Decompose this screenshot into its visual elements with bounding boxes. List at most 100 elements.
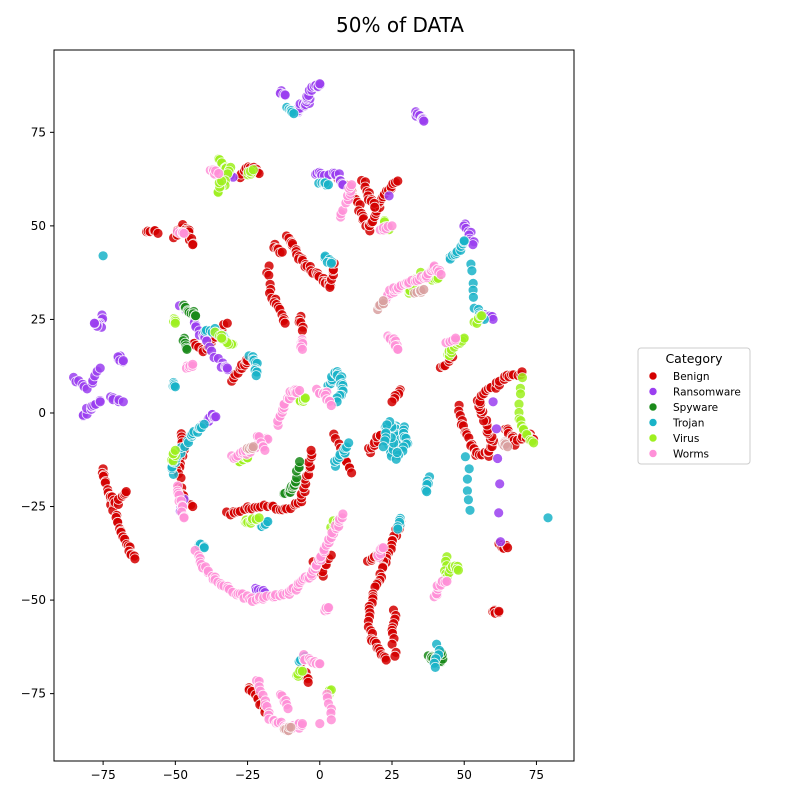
- point-virus: [517, 372, 528, 384]
- point-ransomware: [383, 190, 395, 202]
- point-trojan: [392, 523, 404, 535]
- point-other: [377, 295, 389, 307]
- x-tick-label: 50: [457, 768, 472, 782]
- point-benign: [152, 227, 164, 239]
- point-virus: [247, 164, 259, 176]
- point-trojan: [97, 250, 109, 262]
- legend-marker-trojan: [648, 418, 658, 427]
- point-virus: [476, 310, 488, 322]
- point-benign: [502, 542, 514, 554]
- x-tick-label: 0: [316, 768, 324, 782]
- point-trojan: [421, 486, 433, 498]
- legend-box: [637, 347, 751, 465]
- point-worms: [386, 220, 398, 232]
- y-tick-label: 50: [31, 219, 46, 233]
- point-ransomware: [418, 115, 430, 127]
- point-trojan: [462, 494, 474, 506]
- point-ransomware: [89, 317, 100, 329]
- point-worms: [392, 343, 404, 355]
- legend-label-benign: Benign: [673, 371, 710, 383]
- x-tick-label: −25: [235, 768, 260, 782]
- point-ransomware: [494, 478, 506, 490]
- point-worms: [346, 179, 358, 191]
- point-ransomware: [94, 362, 106, 374]
- point-other: [247, 441, 259, 453]
- y-tick-label: 25: [31, 312, 46, 326]
- point-ransomware: [495, 536, 506, 548]
- point-ransomware: [94, 396, 106, 408]
- point-virus: [296, 665, 308, 677]
- point-virus: [452, 564, 464, 576]
- point-benign: [263, 269, 275, 281]
- point-ransomware: [491, 423, 502, 435]
- point-benign: [279, 317, 291, 329]
- point-trojan: [325, 257, 337, 269]
- legend-marker-ransomware: [648, 387, 658, 396]
- point-worms: [441, 576, 453, 587]
- legend: Category Benign Ransomware Spyware Trojan Vi…: [637, 347, 751, 465]
- point-virus: [169, 444, 181, 456]
- point-benign: [369, 201, 381, 213]
- point-benign: [187, 239, 199, 251]
- x-tick-label: 25: [384, 768, 399, 782]
- y-tick-label: −50: [21, 593, 46, 607]
- legend-marker-worms: [648, 449, 658, 458]
- y-tick-label: −25: [21, 500, 46, 514]
- point-trojan: [461, 473, 473, 485]
- y-tick-label: −75: [21, 687, 46, 701]
- point-worms: [178, 512, 190, 524]
- legend-label-spyware: Spyware: [673, 402, 718, 414]
- point-worms: [213, 168, 225, 179]
- points-layer: [68, 78, 554, 736]
- point-trojan: [467, 291, 479, 303]
- point-benign: [346, 467, 358, 479]
- point-ransomware: [221, 362, 233, 374]
- legend-marker-virus: [648, 433, 658, 443]
- point-ransomware: [117, 396, 129, 408]
- point-benign: [187, 501, 199, 512]
- chart-title: 50% of DATA: [336, 13, 464, 37]
- point-virus: [515, 388, 526, 400]
- point-worms: [296, 343, 308, 355]
- point-trojan: [459, 451, 471, 463]
- point-worms: [325, 714, 337, 726]
- point-worms: [294, 385, 306, 396]
- point-trojan: [169, 381, 181, 393]
- point-ransomware: [492, 453, 504, 464]
- legend-label-virus: Virus: [673, 433, 699, 445]
- point-worms: [314, 718, 326, 729]
- point-trojan: [250, 370, 262, 382]
- legend-label-trojan: Trojan: [672, 418, 704, 430]
- point-ransomware: [487, 396, 499, 408]
- point-worms: [314, 658, 326, 670]
- point-virus: [299, 392, 311, 404]
- point-trojan: [463, 463, 475, 475]
- legend-marker-spyware: [648, 402, 658, 412]
- legend-marker-benign: [648, 371, 658, 381]
- point-benign: [389, 650, 401, 662]
- point-benign: [302, 677, 314, 688]
- y-tick-label: 0: [38, 406, 46, 420]
- point-benign: [221, 317, 233, 329]
- point-trojan: [464, 504, 476, 516]
- point-ransomware: [210, 411, 222, 423]
- point-ransomware: [279, 89, 291, 101]
- point-worms: [435, 269, 447, 280]
- x-tick-label: 75: [529, 768, 544, 782]
- point-worms: [187, 358, 199, 370]
- point-worms: [322, 602, 334, 613]
- point-worms: [178, 227, 190, 239]
- y-tick-label: 75: [31, 125, 46, 139]
- plot-frame: [53, 49, 575, 762]
- point-trojan: [322, 179, 334, 191]
- point-benign: [386, 396, 398, 408]
- point-benign: [493, 605, 505, 617]
- point-benign: [305, 444, 317, 456]
- point-trojan: [377, 441, 389, 453]
- legend-label-worms: Worms: [673, 449, 709, 461]
- point-benign: [276, 246, 288, 258]
- point-virus: [528, 437, 539, 449]
- point-benign: [120, 486, 132, 498]
- point-worms: [325, 400, 337, 411]
- point-benign: [129, 553, 141, 565]
